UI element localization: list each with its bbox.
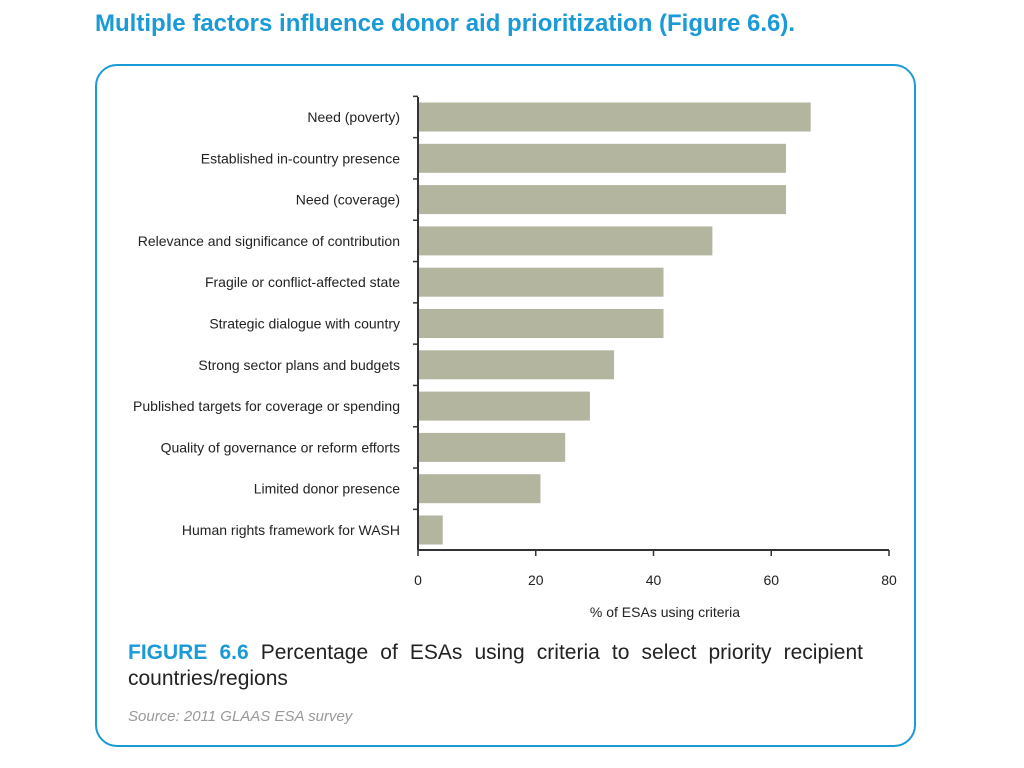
figure-label: FIGURE 6.6 [128, 641, 249, 664]
bar-human-rights-framework-for-wash [419, 515, 443, 545]
bar-need-coverage [419, 185, 786, 215]
bar-strong-sector-plans-and-budgets [419, 350, 615, 380]
bar-quality-of-governance-or-reform-efforts [419, 432, 566, 462]
category-label: Need (poverty) [307, 109, 400, 125]
axes-group [413, 95, 890, 556]
bar-relevance-and-significance-of-contribution [419, 226, 713, 256]
x-tick-label: 80 [881, 572, 897, 588]
bar-published-targets-for-coverage-or-spending [419, 391, 590, 421]
x-tick-label: 0 [414, 572, 422, 588]
category-label: Limited donor presence [254, 481, 401, 497]
category-label: Relevance and significance of contributi… [138, 233, 400, 249]
bar-established-in-country-presence [419, 143, 786, 173]
bar-fragile-or-conflict-affected-state [419, 267, 664, 297]
bars-group [419, 102, 811, 545]
x-tick-label: 20 [528, 572, 544, 588]
x-tick-label: 40 [646, 572, 662, 588]
figure-caption: FIGURE 6.6 Percentage of ESAs using crit… [128, 640, 863, 692]
bar-need-poverty [419, 102, 811, 132]
category-label: Need (coverage) [296, 192, 400, 208]
bar-limited-donor-presence [419, 474, 541, 504]
bar-chart: Need (poverty) Established in-country pre… [133, 95, 897, 620]
tick-labels-group: 0 20 40 60 80 [414, 572, 897, 588]
x-axis-title: % of ESAs using criteria [590, 604, 740, 620]
category-label: Fragile or conflict-affected state [205, 274, 400, 290]
figure-caption-text: Percentage of ESAs using criteria to sel… [128, 641, 863, 690]
figure-frame [95, 64, 916, 747]
category-label: Established in-country presence [201, 150, 400, 166]
category-label: Strategic dialogue with country [209, 316, 400, 332]
bar-strategic-dialogue-with-country [419, 309, 664, 338]
category-label: Published targets for coverage or spendi… [133, 398, 400, 414]
source-note: Source: 2011 GLAAS ESA survey [128, 708, 353, 725]
category-label: Strong sector plans and budgets [198, 357, 400, 373]
x-tick-label: 60 [763, 572, 779, 588]
category-label: Human rights framework for WASH [182, 522, 400, 538]
category-labels-group: Need (poverty) Established in-country pre… [133, 109, 400, 538]
slide-title: Multiple factors influence donor aid pri… [95, 10, 796, 37]
category-label: Quality of governance or reform efforts [161, 439, 400, 455]
